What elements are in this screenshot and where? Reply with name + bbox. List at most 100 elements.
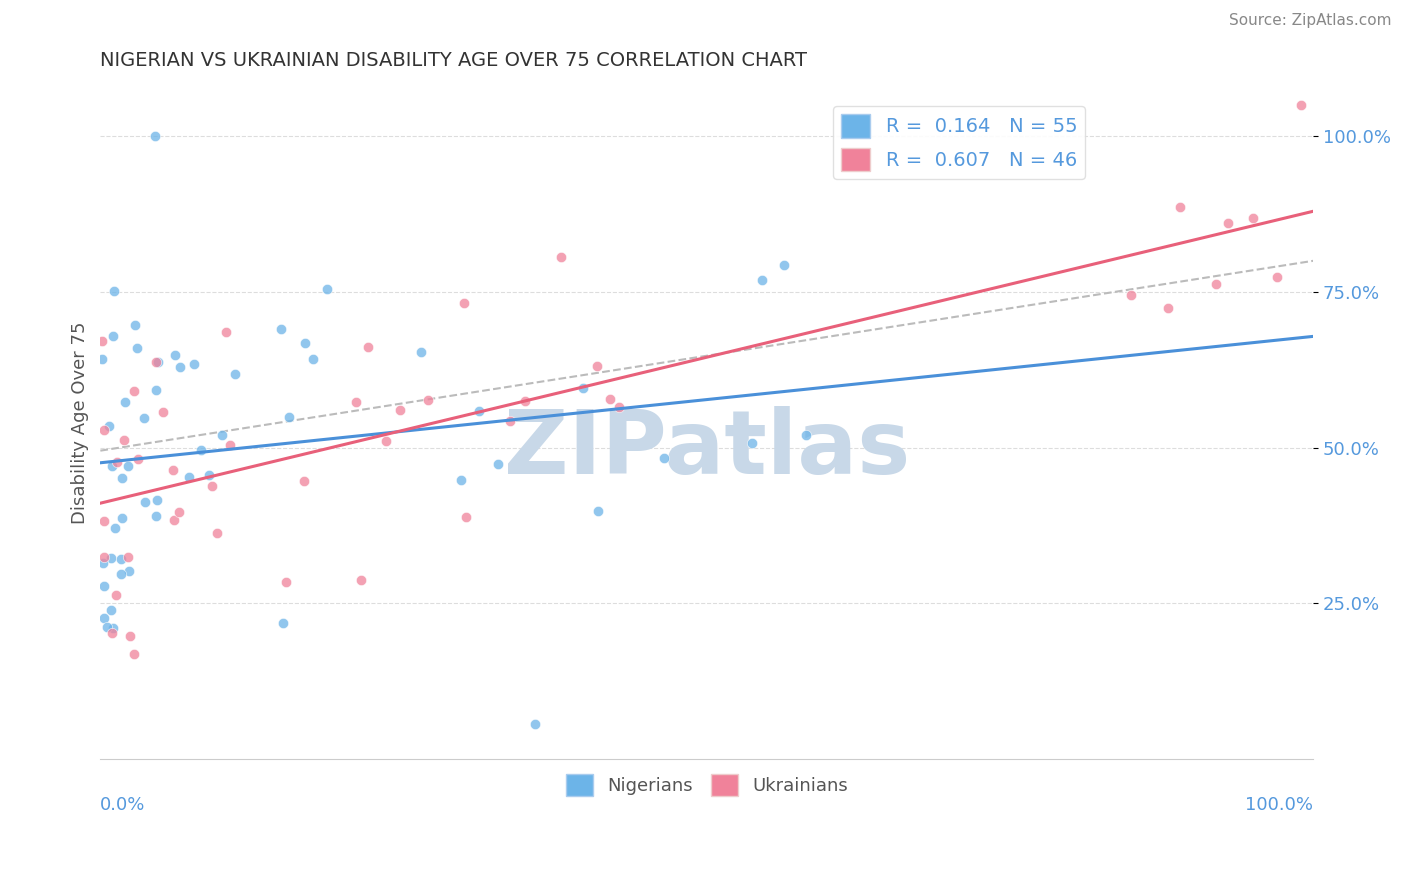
Legend: Nigerians, Ukrainians: Nigerians, Ukrainians [558,767,855,804]
Point [450,474,472,488]
Point [145,355,167,369]
Point [146,493,169,508]
Point [550,250,572,264]
Point [599,392,621,406]
Point [357,340,380,354]
Point [105,455,128,469]
Point [292,474,315,488]
Point [607,400,630,414]
Point [143,129,166,144]
Point [163,513,186,527]
Text: 100.0%: 100.0% [1246,796,1313,814]
Point [100,458,122,473]
Point [773,259,796,273]
Point [211,428,233,442]
Point [513,393,536,408]
Point [127,451,149,466]
Point [468,404,491,418]
Point [1157,301,1180,315]
Point [654,451,676,466]
Point [103,284,125,298]
Point [205,526,228,541]
Point [224,367,246,381]
Point [741,436,763,450]
Text: Source: ZipAtlas.com: Source: ZipAtlas.com [1229,13,1392,29]
Point [169,359,191,374]
Point [350,574,373,588]
Point [375,434,398,449]
Point [585,359,607,374]
Point [1289,98,1312,112]
Point [104,588,127,602]
Point [152,405,174,419]
Point [122,384,145,398]
Point [316,282,339,296]
Point [1168,200,1191,214]
Point [163,348,186,362]
Point [270,322,292,336]
Point [524,717,547,731]
Point [1121,288,1143,302]
Point [571,381,593,395]
Point [301,352,323,367]
Point [162,463,184,477]
Point [101,626,124,640]
Point [90,334,112,348]
Point [294,336,316,351]
Point [454,509,477,524]
Point [117,549,139,564]
Point [418,392,440,407]
Point [93,579,115,593]
Text: 0.0%: 0.0% [100,796,146,814]
Point [111,511,134,525]
Point [134,495,156,509]
Point [453,295,475,310]
Point [93,550,115,565]
Point [91,556,114,570]
Point [388,402,411,417]
Point [104,521,127,535]
Point [146,355,169,369]
Point [118,564,141,578]
Point [93,423,115,437]
Point [112,433,135,447]
Point [486,458,509,472]
Point [134,411,156,425]
Point [96,620,118,634]
Point [124,318,146,332]
Point [127,341,149,355]
Point [101,328,124,343]
Point [197,467,219,482]
Point [190,442,212,457]
Y-axis label: Disability Age Over 75: Disability Age Over 75 [72,321,89,524]
Point [101,621,124,635]
Point [1241,211,1264,225]
Point [219,438,242,452]
Point [1218,216,1240,230]
Point [277,409,299,424]
Point [344,395,367,409]
Point [117,459,139,474]
Point [1205,277,1227,291]
Point [110,567,132,582]
Point [122,647,145,661]
Point [100,550,122,565]
Point [271,616,294,631]
Point [93,515,115,529]
Point [751,273,773,287]
Text: ZIPatlas: ZIPatlas [503,406,910,493]
Point [409,345,432,359]
Point [201,478,224,492]
Point [794,428,817,442]
Point [588,503,610,517]
Point [215,325,238,339]
Text: NIGERIAN VS UKRAINIAN DISABILITY AGE OVER 75 CORRELATION CHART: NIGERIAN VS UKRAINIAN DISABILITY AGE OVE… [100,51,807,70]
Point [90,352,112,367]
Point [145,383,167,397]
Point [145,508,167,523]
Point [111,471,134,485]
Point [114,394,136,409]
Point [179,469,201,483]
Point [274,574,297,589]
Point [100,603,122,617]
